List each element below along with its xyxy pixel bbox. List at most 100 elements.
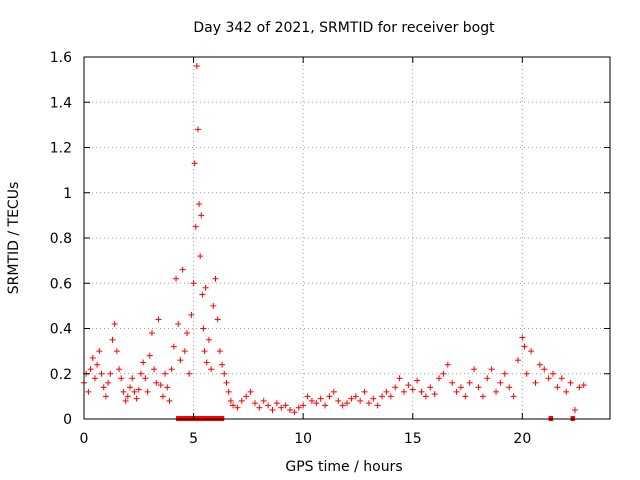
data-point (418, 388, 425, 395)
data-point (135, 386, 142, 393)
data-point (462, 393, 469, 400)
data-point (153, 379, 160, 386)
data-point (144, 388, 151, 395)
data-point (140, 359, 147, 366)
chart-title: Day 342 of 2021, SRMTID for receiver bog… (193, 20, 495, 36)
data-point (576, 384, 583, 391)
data-point (506, 384, 513, 391)
data-point (208, 366, 215, 373)
x-tick-label: 15 (404, 431, 422, 447)
data-point (304, 393, 311, 400)
data-point (91, 375, 98, 382)
data-point (374, 402, 381, 409)
data-point (175, 320, 182, 327)
data-point (94, 361, 101, 368)
data-point (102, 393, 109, 400)
data-point (457, 384, 464, 391)
data-point (361, 388, 368, 395)
data-point (295, 404, 302, 411)
data-point (137, 370, 144, 377)
data-point (409, 386, 416, 393)
data-point (168, 366, 175, 373)
data-point (383, 388, 390, 395)
data-point (567, 379, 574, 386)
data-point (392, 384, 399, 391)
data-point (227, 397, 234, 404)
data-point (523, 370, 530, 377)
data-point (96, 348, 103, 355)
data-point (133, 395, 140, 402)
data-point (179, 266, 186, 273)
data-point (501, 370, 508, 377)
data-point (554, 384, 561, 391)
data-point (155, 316, 162, 323)
data-point (159, 393, 166, 400)
data-point (379, 393, 386, 400)
data-point (580, 382, 587, 389)
data-point (273, 400, 280, 407)
data-point (120, 388, 127, 395)
data-point (193, 63, 200, 70)
data-point (188, 311, 195, 318)
data-point (100, 384, 107, 391)
data-point (181, 348, 188, 355)
data-point (212, 275, 219, 282)
data-point (335, 397, 342, 404)
data-point (118, 375, 125, 382)
data-point (107, 370, 114, 377)
data-point (247, 388, 254, 395)
data-point (282, 402, 289, 409)
y-tick-label: 1.2 (50, 141, 72, 157)
data-point (219, 361, 226, 368)
data-point (166, 397, 173, 404)
data-point (238, 397, 245, 404)
data-point (414, 377, 421, 384)
data-point (164, 384, 171, 391)
data-point (387, 393, 394, 400)
data-point (313, 400, 320, 407)
data-point (493, 388, 500, 395)
data-point (326, 393, 333, 400)
data-point (205, 336, 212, 343)
data-point (223, 379, 230, 386)
data-point (186, 370, 193, 377)
data-point (521, 343, 528, 350)
data-point (198, 212, 205, 219)
data-point (528, 348, 535, 355)
data-point (162, 370, 169, 377)
data-point (291, 409, 298, 416)
plot-frame (83, 56, 611, 420)
data-point (124, 393, 131, 400)
data-point (510, 393, 517, 400)
y-tick-label: 1.6 (50, 50, 72, 66)
data-point (484, 375, 491, 382)
data-point (278, 404, 285, 411)
y-tick-label: 0.2 (50, 367, 72, 383)
data-point (269, 406, 276, 413)
grid-lines (84, 57, 610, 419)
data-point (545, 375, 552, 382)
data-point (196, 201, 203, 208)
data-point (256, 404, 263, 411)
data-point (142, 375, 149, 382)
data-point (550, 370, 557, 377)
data-point (317, 395, 324, 402)
data-point (216, 348, 223, 355)
data-point (405, 382, 412, 389)
data-point (519, 334, 526, 341)
data-point (436, 375, 443, 382)
x-tick-label: 0 (80, 431, 89, 447)
y-axis-ticks: 0 0.2 0.4 0.6 0.8 1 1.2 1.4 1.6 (50, 50, 610, 428)
data-point (85, 388, 92, 395)
data-points (81, 63, 587, 416)
data-point (563, 388, 570, 395)
data-point (116, 366, 123, 373)
data-point (300, 402, 307, 409)
data-point (532, 379, 539, 386)
y-axis-label: SRMTID / TECUs (6, 182, 22, 295)
data-point (330, 388, 337, 395)
data-point (129, 375, 136, 382)
data-point (453, 388, 460, 395)
data-point (151, 366, 158, 373)
x-axis-label: GPS time / hours (285, 459, 402, 475)
